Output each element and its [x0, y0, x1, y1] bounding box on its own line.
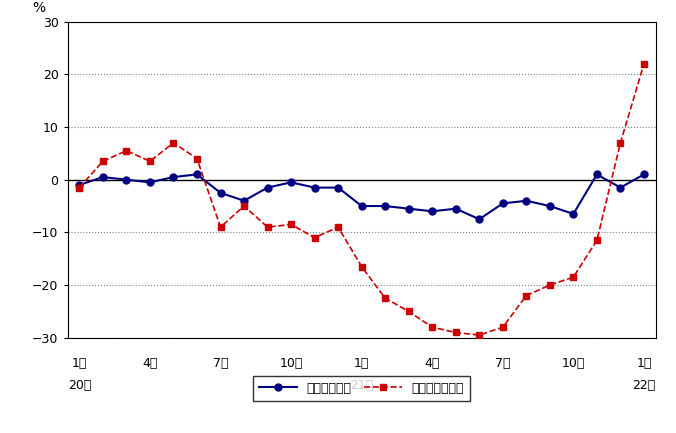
Text: 21年: 21年: [350, 379, 373, 392]
所定外労働時間: [381, 296, 389, 301]
総実労働時間: [405, 206, 413, 211]
Text: 4月: 4月: [142, 357, 158, 370]
総実労働時間: [287, 180, 295, 185]
総実労働時間: [617, 185, 625, 190]
Text: 1月: 1月: [636, 357, 652, 370]
所定外労働時間: [593, 238, 601, 243]
所定外労働時間: [640, 61, 648, 66]
総実労働時間: [452, 206, 460, 211]
所定外労働時間: [122, 148, 130, 153]
総実労働時間: [240, 198, 248, 204]
所定外労働時間: [569, 275, 577, 280]
所定外労働時間: [146, 158, 154, 164]
総実労働時間: [358, 204, 366, 209]
総実労働時間: [170, 174, 178, 180]
Text: 1月: 1月: [354, 357, 369, 370]
総実労働時間: [640, 172, 648, 177]
総実労働時間: [475, 216, 483, 222]
総実労働時間: [381, 204, 389, 209]
総実労働時間: [146, 180, 154, 185]
所定外労働時間: [523, 293, 531, 298]
Text: 7月: 7月: [495, 357, 510, 370]
総実労働時間: [216, 190, 224, 195]
総実労働時間: [523, 198, 531, 204]
Text: 4月: 4月: [425, 357, 440, 370]
所定外労働時間: [216, 225, 224, 230]
総実労働時間: [546, 204, 554, 209]
所定外労働時間: [193, 156, 201, 161]
総実労働時間: [264, 185, 272, 190]
総実労働時間: [428, 209, 436, 214]
総実労働時間: [593, 172, 601, 177]
所定外労働時間: [428, 325, 436, 330]
Text: 20年: 20年: [68, 379, 91, 392]
Line: 総実労働時間: 総実労働時間: [76, 171, 648, 223]
所定外労働時間: [170, 140, 178, 145]
所定外労働時間: [287, 222, 295, 227]
総実労働時間: [99, 174, 107, 180]
総実労働時間: [75, 182, 83, 187]
Text: 22年: 22年: [632, 379, 656, 392]
総実労働時間: [499, 201, 507, 206]
所定外労働時間: [75, 185, 83, 190]
Text: 7月: 7月: [213, 357, 228, 370]
Text: 10月: 10月: [279, 357, 303, 370]
総実労働時間: [310, 185, 318, 190]
所定外労働時間: [99, 158, 107, 164]
Text: 10月: 10月: [562, 357, 585, 370]
所定外労働時間: [452, 330, 460, 335]
Text: 1月: 1月: [72, 357, 87, 370]
所定外労働時間: [264, 225, 272, 230]
所定外労働時間: [475, 333, 483, 338]
所定外労働時間: [405, 309, 413, 314]
所定外労働時間: [358, 264, 366, 269]
総実労働時間: [193, 172, 201, 177]
総実労働時間: [122, 177, 130, 182]
Line: 所定外労働時間: 所定外労働時間: [76, 60, 648, 339]
総実労働時間: [569, 211, 577, 216]
所定外労働時間: [499, 325, 507, 330]
所定外労働時間: [546, 282, 554, 288]
Legend: 総実労働時間, 所定外労働時間: 総実労働時間, 所定外労働時間: [253, 375, 470, 401]
所定外労働時間: [617, 140, 625, 145]
所定外労働時間: [310, 235, 318, 240]
総実労働時間: [334, 185, 342, 190]
所定外労働時間: [334, 225, 342, 230]
所定外労働時間: [240, 204, 248, 209]
Text: %: %: [32, 1, 45, 15]
